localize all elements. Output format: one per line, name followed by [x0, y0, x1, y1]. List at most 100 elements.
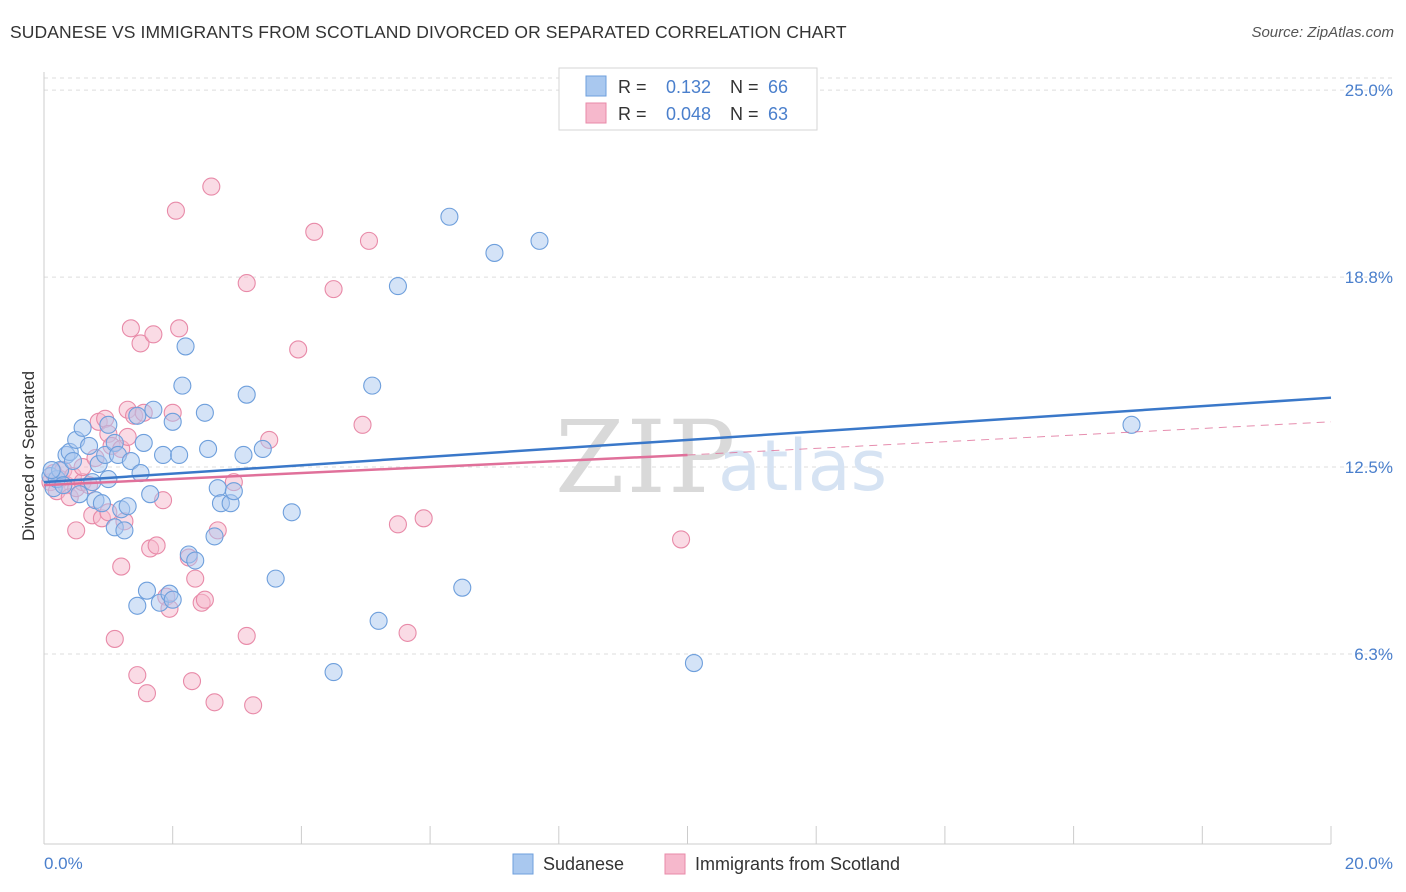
scotland-point-44 — [186, 569, 205, 588]
sudanese-point-11 — [79, 436, 99, 455]
scotland-point-43 — [182, 672, 202, 691]
sudanese-point-39 — [173, 376, 192, 395]
scotland-point-30 — [131, 334, 150, 353]
scotland-point-35 — [147, 536, 166, 555]
x-tick-label-max: 20.0% — [1345, 854, 1393, 873]
y-tick-label-2: 12.5% — [1345, 458, 1393, 477]
y-tick-label-3: 6.3% — [1354, 645, 1393, 664]
scotland-point-48 — [205, 693, 224, 712]
sudanese-point-15 — [92, 494, 111, 513]
trend-line-scotland-extension — [687, 421, 1332, 456]
sudanese-point-53 — [266, 569, 285, 588]
bottom-legend: Sudanese Immigrants from Scotland — [512, 853, 900, 875]
sudanese-point-37 — [163, 412, 182, 431]
sudanese-point-29 — [137, 581, 157, 600]
sudanese-point-38 — [170, 445, 189, 465]
legend-r-value-1: 0.132 — [666, 77, 711, 97]
sudanese-point-10 — [73, 418, 92, 437]
grid-lines — [44, 77, 1393, 655]
legend-swatch-scotland — [585, 102, 607, 124]
sudanese-point-60 — [453, 578, 472, 597]
bottom-legend-swatch-scotland — [664, 853, 686, 875]
scotland-point-27 — [121, 319, 140, 338]
legend-r-label-1: R = — [618, 77, 647, 97]
scotland-point-51 — [237, 274, 256, 293]
series-sudanese-points — [41, 207, 1141, 682]
scotland-point-32 — [137, 684, 157, 703]
scotland-point-41 — [170, 319, 189, 338]
sudanese-point-51 — [237, 385, 256, 404]
sudanese-point-49 — [224, 482, 243, 501]
trend-lines — [43, 396, 1332, 487]
scotland-point-61 — [398, 623, 417, 642]
y-tick-labels: 25.0% 18.8% 12.5% 6.3% — [1345, 81, 1393, 664]
legend-n-label-2: N = — [730, 104, 759, 124]
scotland-point-29 — [128, 666, 147, 685]
sudanese-point-26 — [128, 406, 147, 425]
scotland-point-22 — [112, 557, 131, 576]
scotland-point-59 — [359, 231, 379, 250]
sudanese-point-30 — [141, 485, 160, 504]
bottom-legend-swatch-sudanese — [512, 853, 534, 875]
chart-title: SUDANESE VS IMMIGRANTS FROM SCOTLAND DIV… — [10, 22, 847, 42]
sudanese-point-45 — [205, 527, 224, 546]
sudanese-point-52 — [253, 439, 272, 459]
scotland-point-55 — [289, 340, 308, 359]
scotland-point-57 — [324, 280, 343, 299]
legend-box: R = 0.132 N = 66 R = 0.048 N = 63 — [558, 67, 818, 131]
trend-line-scotland — [43, 453, 688, 487]
sudanese-point-63 — [684, 654, 703, 673]
x-tick-label-min: 0.0% — [44, 854, 83, 873]
legend-r-label-2: R = — [618, 104, 647, 124]
bottom-legend-label-sudanese: Sudanese — [543, 854, 624, 874]
bottom-legend-label-scotland: Immigrants from Scotland — [695, 854, 900, 874]
sudanese-point-59 — [440, 207, 459, 226]
sudanese-point-7 — [63, 451, 83, 471]
sudanese-point-36 — [163, 590, 182, 609]
sudanese-point-9 — [70, 485, 89, 504]
sudanese-point-31 — [144, 400, 163, 419]
scotland-point-63 — [672, 530, 691, 549]
sudanese-point-32 — [128, 596, 147, 615]
scotland-point-56 — [305, 222, 324, 241]
sudanese-point-23 — [115, 521, 134, 540]
scotland-point-40 — [166, 201, 185, 220]
sudanese-point-64 — [1122, 415, 1141, 434]
sudanese-point-43 — [195, 403, 214, 422]
scotland-point-60 — [388, 515, 407, 534]
scotland-point-58 — [353, 415, 372, 434]
scotland-point-46 — [195, 590, 214, 609]
sudanese-point-44 — [199, 439, 218, 459]
sudanese-point-54 — [282, 503, 301, 522]
sudanese-point-42 — [186, 551, 205, 570]
sudanese-point-58 — [388, 277, 407, 296]
scotland-point-62 — [414, 509, 433, 528]
sudanese-point-27 — [131, 464, 150, 483]
sudanese-point-40 — [176, 337, 195, 356]
source-credit: Source: ZipAtlas.com — [1251, 24, 1394, 41]
sudanese-point-18 — [99, 415, 118, 434]
scotland-point-53 — [244, 696, 263, 715]
legend-n-value-2: 63 — [768, 104, 788, 124]
sudanese-point-62 — [530, 231, 549, 250]
scotland-point-9 — [67, 521, 86, 540]
scotland-point-52 — [237, 626, 256, 645]
sudanese-point-65 — [42, 461, 61, 480]
axes — [43, 72, 1332, 845]
sudanese-point-24 — [118, 497, 137, 516]
y-tick-label-0: 25.0% — [1345, 81, 1393, 100]
watermark: ZIP atlas — [555, 399, 887, 516]
sudanese-point-55 — [324, 663, 343, 682]
watermark-atlas: atlas — [718, 425, 887, 507]
sudanese-point-56 — [363, 376, 382, 395]
sudanese-point-57 — [369, 611, 388, 630]
sudanese-point-28 — [134, 433, 153, 452]
legend-n-label-1: N = — [730, 77, 759, 97]
sudanese-point-50 — [234, 445, 253, 465]
scotland-point-47 — [202, 177, 221, 196]
trend-line-sudanese — [43, 396, 1332, 484]
sudanese-point-25 — [121, 451, 140, 471]
sudanese-point-34 — [153, 445, 173, 465]
y-tick-label-1: 18.8% — [1345, 268, 1393, 287]
